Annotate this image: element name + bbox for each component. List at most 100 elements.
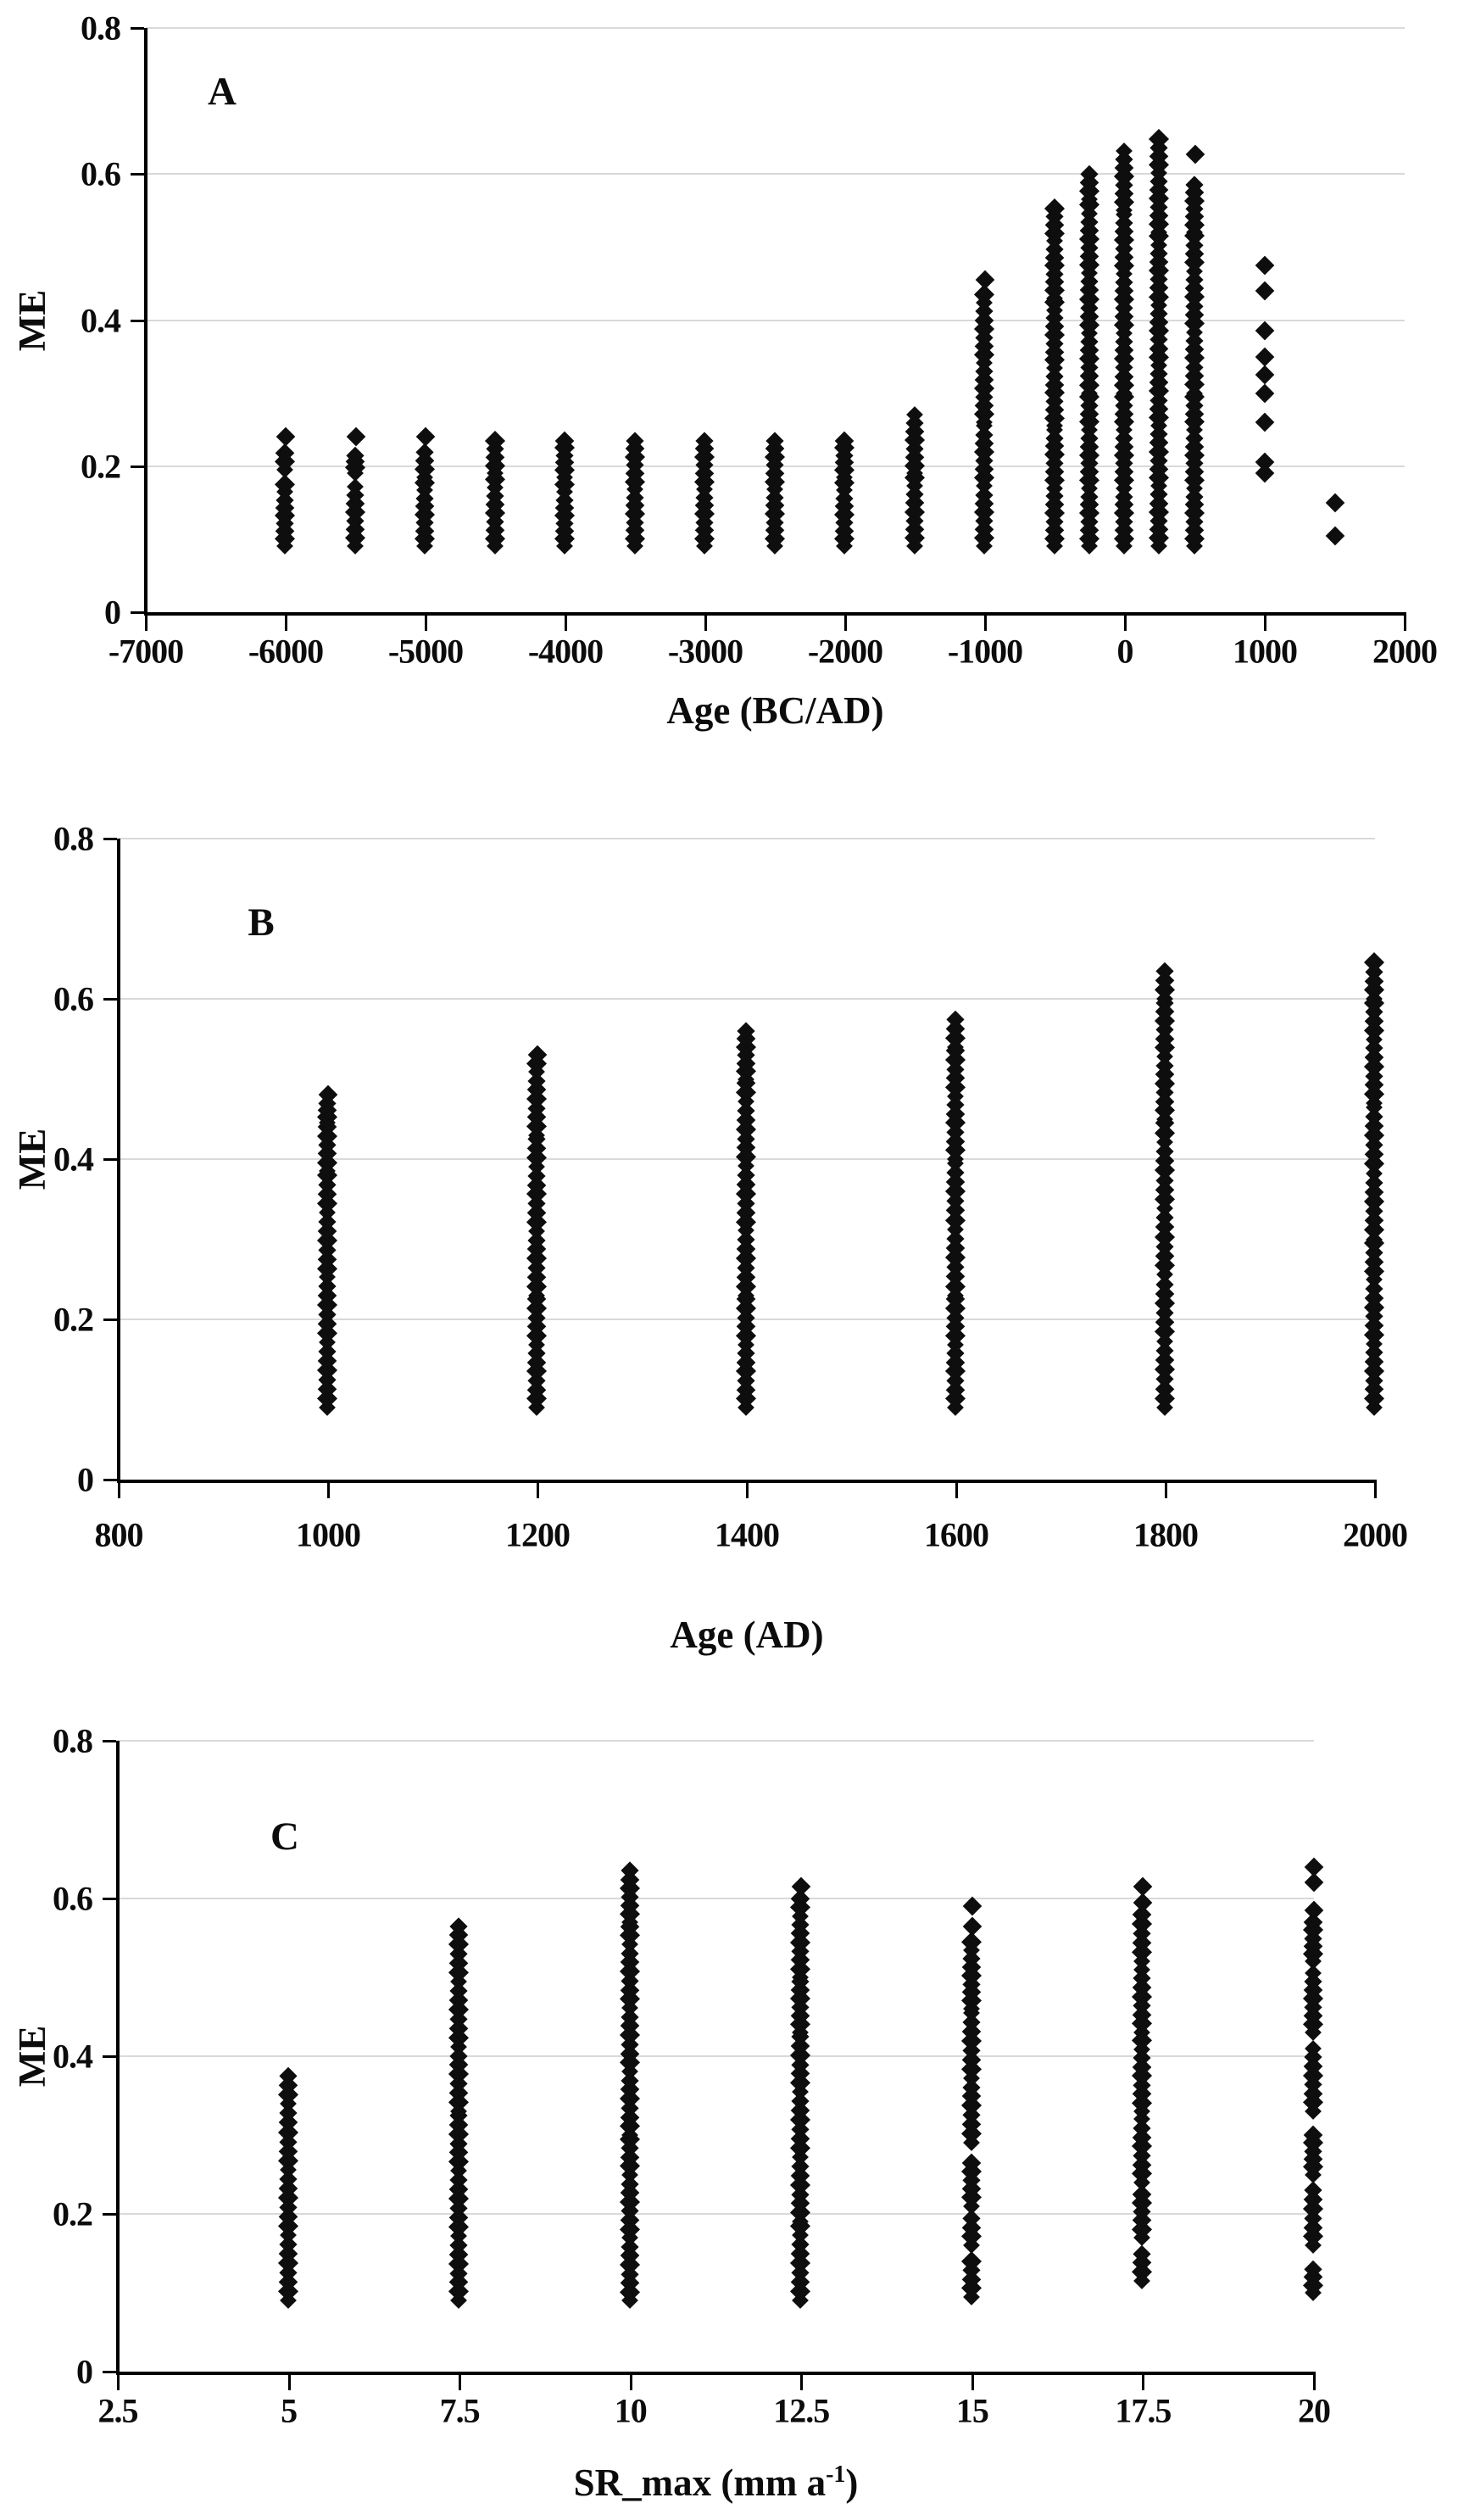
data-point: [415, 427, 436, 447]
x-tick-label: 5: [281, 2391, 298, 2430]
y-axis-line: [117, 839, 120, 1483]
y-tick-label: 0: [77, 1460, 94, 1499]
x-tick: [1165, 1483, 1167, 1498]
y-tick: [103, 1319, 117, 1321]
superscript: -1: [826, 2461, 846, 2488]
y-tick-label: 0.4: [81, 301, 121, 339]
y-tick: [103, 2213, 116, 2216]
y-tick-label: 0.2: [81, 447, 121, 486]
x-tick-label: -6000: [248, 632, 324, 671]
x-tick: [425, 616, 427, 631]
data-point: [975, 270, 995, 290]
x-tick-label: 800: [94, 1515, 144, 1554]
y-tick: [103, 2055, 116, 2058]
x-tick-label: 2000: [1343, 1515, 1408, 1554]
gridline: [119, 998, 1375, 1000]
x-tick: [1374, 1483, 1377, 1498]
x-tick-label: 1800: [1133, 1515, 1199, 1554]
x-tick: [704, 616, 707, 631]
data-point: [1255, 255, 1275, 276]
panel-letter-a: A: [208, 70, 237, 114]
y-tick: [103, 1479, 117, 1481]
data-point: [1255, 321, 1275, 341]
x-tick: [629, 2375, 632, 2390]
y-tick: [103, 998, 117, 1001]
x-tick-label: 7.5: [439, 2391, 481, 2430]
x-tick: [117, 2375, 120, 2390]
gridline: [146, 173, 1405, 176]
data-point: [1255, 365, 1275, 385]
data-point: [1185, 144, 1205, 164]
x-tick: [565, 616, 567, 631]
gridline: [118, 1740, 1314, 1742]
y-tick-label: 0.4: [53, 2037, 93, 2076]
x-tick: [1404, 616, 1406, 631]
y-axis-line: [144, 28, 148, 616]
x-tick-label: 0: [1116, 632, 1134, 671]
x-tick: [1313, 2375, 1316, 2390]
y-tick: [103, 1898, 116, 1900]
x-axis-title: Age (BC/AD): [666, 689, 884, 732]
y-tick-label: 0.6: [53, 979, 94, 1018]
x-tick-label: 17.5: [1115, 2391, 1172, 2430]
data-point: [1304, 1873, 1324, 1893]
x-tick: [1142, 2375, 1145, 2390]
panel-letter-b: B: [248, 900, 275, 945]
x-tick: [145, 616, 148, 631]
y-axis-title: ME: [11, 289, 53, 351]
data-point: [1255, 412, 1275, 432]
y-tick-label: 0.4: [53, 1140, 94, 1179]
y-tick: [103, 1740, 116, 1742]
data-point: [276, 427, 296, 447]
x-tick: [971, 2375, 974, 2390]
data-point: [1255, 281, 1275, 301]
data-point: [962, 1916, 982, 1936]
gridline: [146, 27, 1405, 29]
y-tick-label: 0: [76, 2352, 93, 2391]
x-axis-line: [118, 2372, 1316, 2375]
x-tick-label: 12.5: [773, 2391, 830, 2430]
gridline: [118, 1898, 1314, 1899]
y-axis-title: ME: [11, 2025, 53, 2088]
x-tick: [285, 616, 287, 631]
data-point: [1325, 493, 1344, 513]
x-tick: [984, 616, 987, 631]
x-tick-label: 1000: [1233, 632, 1298, 671]
x-tick: [800, 2375, 804, 2390]
x-tick-label: 1200: [505, 1515, 571, 1554]
y-tick: [131, 319, 144, 322]
x-tick: [459, 2375, 462, 2390]
data-point: [962, 1896, 982, 1916]
data-point: [1325, 526, 1344, 545]
panel-letter-c: C: [270, 1815, 299, 1859]
data-point: [346, 427, 365, 447]
x-tick-label: -7000: [108, 632, 184, 671]
data-point: [1255, 347, 1275, 366]
y-tick-label: 0.2: [53, 1300, 94, 1339]
y-axis-title: ME: [11, 1128, 53, 1190]
y-tick: [131, 465, 144, 468]
x-tick-label: 1400: [715, 1515, 780, 1554]
gridline: [118, 2213, 1314, 2215]
x-tick: [287, 2375, 291, 2390]
y-tick: [103, 838, 117, 840]
x-tick: [955, 1483, 958, 1498]
y-tick: [103, 2371, 116, 2373]
y-tick-label: 0.2: [53, 2194, 93, 2233]
x-axis-title: SR_max (mm a-1): [573, 2461, 859, 2504]
x-tick-label: 15: [955, 2391, 989, 2430]
x-axis-title: Age (AD): [670, 1614, 824, 1656]
x-tick-label: 1600: [924, 1515, 989, 1554]
y-tick-label: 0.8: [53, 819, 94, 858]
y-tick-label: 0.8: [53, 1721, 93, 1760]
x-tick-label: -4000: [527, 632, 604, 671]
y-tick: [131, 27, 144, 30]
y-axis-line: [116, 1741, 120, 2375]
gridline: [118, 2055, 1314, 2057]
x-tick-label: 2.5: [97, 2391, 139, 2430]
x-tick-label: -1000: [947, 632, 1023, 671]
data-point: [1255, 383, 1275, 403]
y-tick-label: 0.8: [81, 8, 121, 47]
x-tick-label: -5000: [387, 632, 464, 671]
x-axis-line: [119, 1480, 1377, 1483]
